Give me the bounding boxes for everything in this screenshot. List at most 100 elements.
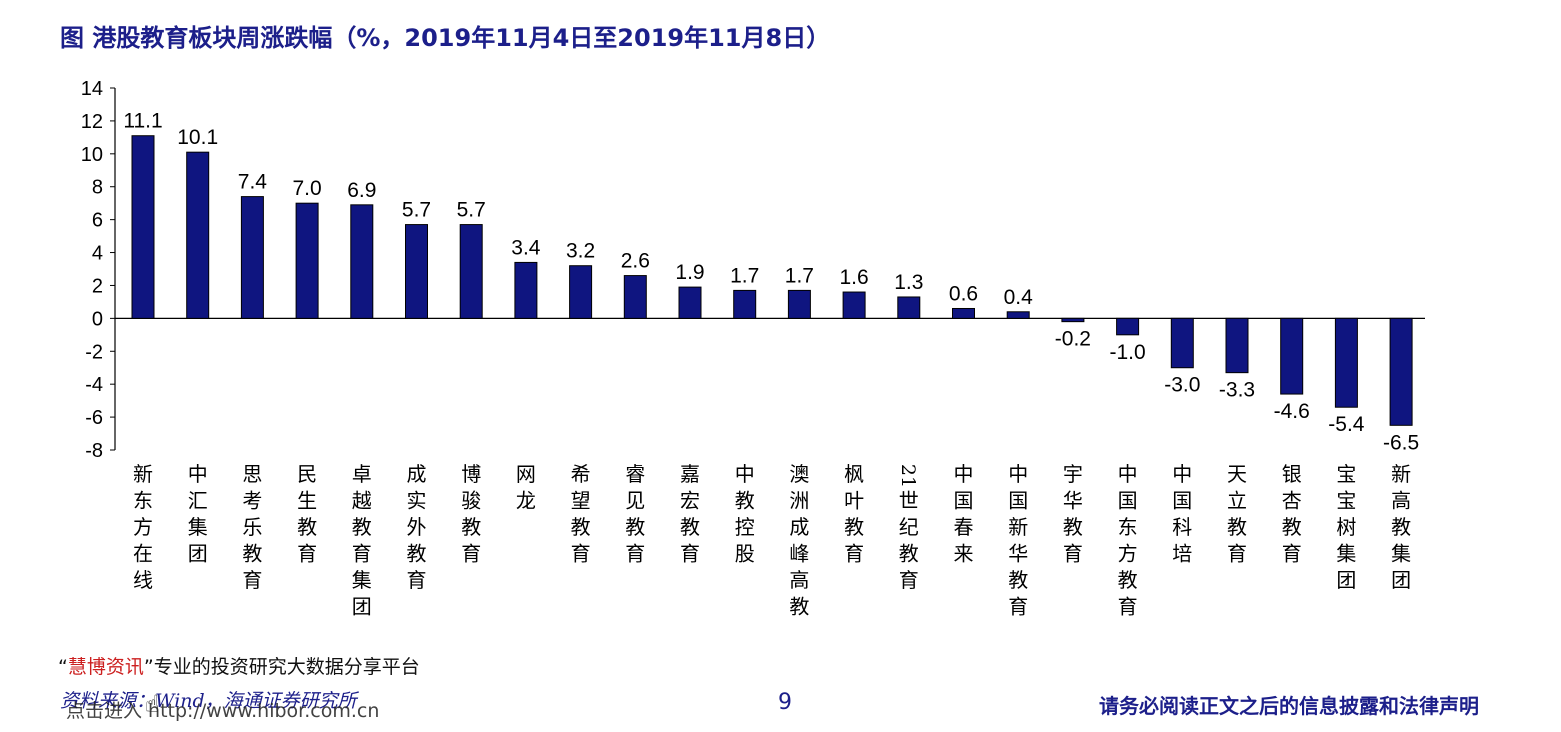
category-label-char: 生 — [297, 489, 317, 513]
category-label-char: 育 — [625, 542, 645, 566]
category-label-char: 团 — [1391, 568, 1411, 592]
hibor-link[interactable]: 点击进入 http://www.hibor.com.cn — [66, 700, 380, 722]
category-label-char: 民 — [297, 462, 317, 486]
category-label-char: 集 — [352, 568, 372, 592]
category-label-char: 育 — [1063, 542, 1083, 566]
category-label-char: 21 — [897, 464, 919, 488]
category-label-char: 教 — [242, 542, 262, 566]
bars-group — [131, 135, 1413, 426]
category-label-char: 博 — [461, 462, 481, 486]
category-label-char: 骏 — [461, 489, 481, 513]
category-label-char: 网 — [516, 462, 536, 486]
category-label-char: 洲 — [789, 489, 809, 513]
data-label: 0.4 — [1004, 286, 1034, 309]
category-label-char: 线 — [133, 568, 153, 592]
category-label-char: 宇 — [1063, 462, 1083, 486]
y-tick-label: 8 — [92, 177, 103, 199]
chart-title: 图 港股教育板块周涨跌幅（%，2019年11月4日至2019年11月8日） — [60, 24, 831, 52]
bar — [952, 307, 975, 319]
category-label: 网龙 — [516, 462, 536, 513]
bar — [240, 196, 264, 319]
bar — [1116, 317, 1140, 336]
category-label-char: 中 — [188, 462, 208, 486]
y-tick-label: -8 — [85, 440, 103, 462]
bar — [678, 286, 702, 319]
category-label-char: 教 — [1282, 515, 1302, 539]
hand-pointer-icon: ☝ — [145, 690, 160, 718]
bar — [131, 135, 155, 319]
promo-brand[interactable]: 慧博资讯 — [67, 656, 144, 678]
data-label: 2.6 — [621, 250, 650, 273]
data-label: 3.4 — [511, 236, 541, 259]
category-label-char: 中 — [1172, 462, 1192, 486]
data-label: 0.6 — [949, 282, 978, 305]
category-label-char: 教 — [1227, 515, 1247, 539]
category-label-char: 教 — [625, 515, 645, 539]
data-label: 6.9 — [347, 179, 376, 202]
category-label-char: 睿 — [625, 462, 645, 486]
category-label-char: 东 — [133, 489, 153, 513]
category-label-char: 育 — [352, 542, 372, 566]
category-label-char: 股 — [735, 542, 755, 566]
category-label-char: 教 — [571, 515, 591, 539]
category-label-char: 国 — [1008, 489, 1028, 513]
y-tick-label: -4 — [85, 374, 103, 396]
category-label-char: 宏 — [680, 489, 700, 513]
value-labels-group: 11.1 10.1 7.4 7.0 6.9 5.7 5.7 3.4 3.2 2.6 1.9 1.7 1.… — [123, 110, 1419, 455]
category-label-char: 方 — [1118, 542, 1138, 566]
category-label-char: 银 — [1282, 462, 1302, 486]
bar — [569, 265, 593, 319]
category-label-char: 培 — [1172, 542, 1192, 566]
data-label: -0.2 — [1055, 328, 1091, 351]
category-label-char: 新 — [1008, 515, 1028, 539]
category-label-char: 国 — [1172, 489, 1192, 513]
category-label-char: 高 — [1391, 489, 1411, 513]
bar-chart: 14 12 10 8 6 4 2 0 -2 -4 -6 -8 11.1 10.1 7.4 7.0 6.9 5.7… — [81, 78, 1425, 619]
category-label-char: 卓 — [352, 462, 372, 486]
category-label-char: 团 — [352, 595, 372, 619]
category-label-char: 乐 — [242, 515, 262, 539]
bar — [733, 289, 757, 319]
promo-quote-close: ” — [143, 656, 154, 678]
category-label-char: 集 — [1336, 542, 1356, 566]
category-label-char: 宝 — [1336, 462, 1356, 486]
category-label-char: 越 — [352, 489, 372, 513]
bar — [787, 289, 811, 319]
category-label-char: 教 — [461, 515, 481, 539]
category-label-char: 龙 — [516, 489, 536, 513]
category-label-char: 纪 — [899, 515, 919, 539]
category-label-char: 考 — [242, 489, 262, 513]
category-label-char: 教 — [789, 595, 809, 619]
category-label-char: 教 — [1391, 515, 1411, 539]
data-label: -3.3 — [1219, 379, 1255, 402]
category-label-char: 澳 — [789, 462, 809, 486]
data-label: 7.4 — [238, 171, 268, 194]
category-label-char: 汇 — [188, 489, 208, 513]
bar — [897, 296, 921, 319]
category-label-char: 育 — [1227, 542, 1247, 566]
y-tick-label: 0 — [92, 308, 103, 330]
category-label-char: 高 — [789, 568, 809, 592]
bar — [514, 261, 538, 319]
category-label-char: 峰 — [789, 542, 809, 566]
category-label-char: 春 — [954, 515, 974, 539]
data-label: -5.4 — [1328, 413, 1365, 436]
data-label: 5.7 — [457, 199, 486, 222]
category-label-char: 教 — [680, 515, 700, 539]
category-label-char: 集 — [188, 515, 208, 539]
category-label-char: 育 — [242, 568, 262, 592]
promo-line: “慧博资讯”专业的投资研究大数据分享平台 — [58, 652, 420, 679]
category-label-char: 世 — [899, 489, 919, 513]
promo-text: 专业的投资研究大数据分享平台 — [153, 656, 420, 678]
category-label-char: 科 — [1172, 515, 1192, 539]
